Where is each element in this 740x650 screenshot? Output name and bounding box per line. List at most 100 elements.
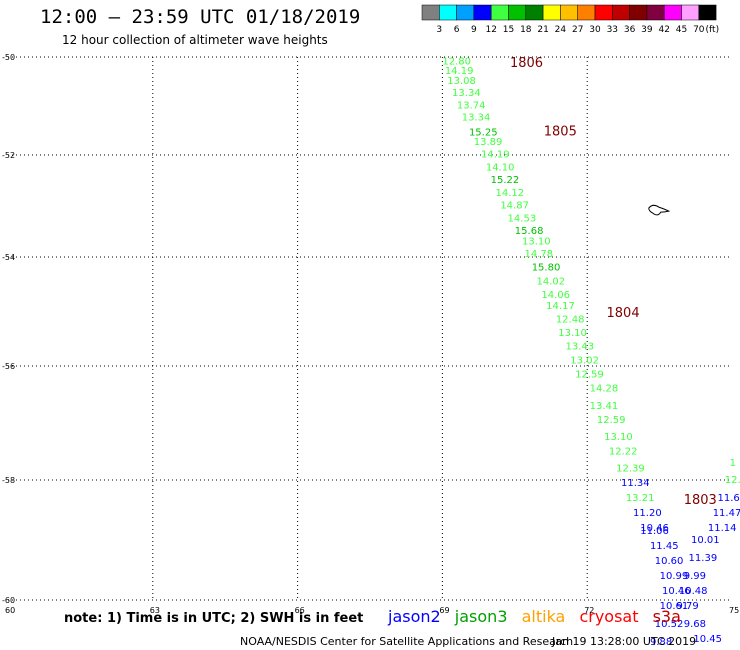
wave-height-value: 14.28 xyxy=(590,384,619,395)
lon-tick-label: 75 xyxy=(729,606,739,615)
wave-height-value: 12.80 xyxy=(442,56,471,67)
scale-label: 18 xyxy=(520,25,532,35)
wave-height-value: 14.10 xyxy=(486,162,515,173)
wave-height-value: 15.25 xyxy=(469,127,498,138)
scale-swatch xyxy=(698,4,717,21)
scale-label: 70 xyxy=(693,25,705,35)
footer-credit: NOAA/NESDIS Center for Satellite Applica… xyxy=(240,635,574,648)
wave-height-value: 14.19 xyxy=(445,66,474,77)
scale-swatch xyxy=(560,4,578,21)
legend-jason2: jason2 xyxy=(388,607,441,626)
wave-height-value: 14.12 xyxy=(495,188,524,199)
lon-tick-label: 63 xyxy=(150,606,160,615)
satellite-legend: jason2 jason3 altika cryosat s3a xyxy=(388,607,690,626)
observation-labels: 12.8014.1913.0813.3413.7413.3415.2513.89… xyxy=(442,56,740,648)
wave-height-value: 13.41 xyxy=(590,401,619,412)
lat-tick-label: -56 xyxy=(2,362,15,371)
scale-label: 45 xyxy=(676,25,687,35)
wave-height-value: 14.78 xyxy=(524,249,553,260)
scale-label: 15 xyxy=(503,25,514,35)
footer-note: note: 1) Time is in UTC; 2) SWH is in fe… xyxy=(64,611,364,626)
track-id-label: 1806 xyxy=(510,56,543,71)
wave-height-value: 9.79 xyxy=(676,601,698,612)
scale-label: 3 xyxy=(436,25,442,35)
wave-height-value: 10.99 xyxy=(660,571,689,582)
map-grid xyxy=(8,56,732,601)
legend-altika: altika xyxy=(521,607,566,626)
wave-height-value: 11.34 xyxy=(621,478,650,489)
lat-tick-label: -60 xyxy=(2,596,15,605)
scale-swatch xyxy=(594,4,613,21)
wave-height-value: 12.22 xyxy=(609,446,638,457)
lat-tick-label: -58 xyxy=(2,476,15,485)
wave-height-value: 12.48 xyxy=(556,314,585,325)
island-outline xyxy=(648,204,671,216)
wave-height-value: 10.52 xyxy=(655,619,684,630)
scale-label: 33 xyxy=(607,25,618,35)
lat-tick-label: -50 xyxy=(2,53,15,62)
wave-height-value: 13.74 xyxy=(457,100,486,111)
scale-label: 36 xyxy=(624,25,636,35)
wave-height-value: 12.39 xyxy=(616,463,645,474)
scale-swatch xyxy=(439,4,457,21)
wave-height-value: 15.22 xyxy=(491,175,520,186)
lon-tick-label: 72 xyxy=(584,606,594,615)
lon-tick-label: 66 xyxy=(295,606,305,615)
wave-height-value: 10.45 xyxy=(693,634,722,645)
scale-swatch xyxy=(629,4,648,21)
track-id-label: 1804 xyxy=(607,306,640,321)
wave-height-value: 9.88 xyxy=(650,637,672,648)
scale-swatch xyxy=(542,4,561,21)
track-id-label: 1805 xyxy=(544,124,577,139)
wave-height-value: 13.08 xyxy=(447,76,476,87)
scale-swatch xyxy=(681,4,700,21)
scale-swatch xyxy=(577,4,596,21)
color-scale: 3 6 9 12 15 18 21 24 27 30 33 36 39 42 45 70 (ft) xyxy=(421,4,720,35)
wave-height-value: 9.99 xyxy=(684,571,706,582)
wave-height-value: 1 xyxy=(730,458,736,469)
track-labels: 1806 1805 1804 1803 xyxy=(510,56,717,508)
wave-height-value: 12. xyxy=(725,475,740,486)
wave-height-value: 10.61 xyxy=(660,601,689,612)
scale-swatch xyxy=(663,4,682,21)
scale-swatch xyxy=(456,4,475,21)
wave-height-value: 14.02 xyxy=(537,276,566,287)
scale-label: 27 xyxy=(572,25,583,35)
lon-tick-label: 60 xyxy=(5,606,15,615)
page-subtitle: 12 hour collection of altimeter wave hei… xyxy=(62,33,328,47)
wave-height-value: 13.34 xyxy=(452,88,481,99)
scale-label: 9 xyxy=(471,25,477,35)
legend-jason3: jason3 xyxy=(454,607,508,626)
scale-label: 42 xyxy=(658,25,669,35)
wave-height-value: 14.19 xyxy=(481,150,510,161)
wave-height-value: 13.10 xyxy=(522,236,551,247)
wave-height-value: 10.01 xyxy=(691,535,720,546)
wave-height-value: 11.06 xyxy=(640,526,669,537)
wave-height-value: 14.53 xyxy=(508,213,537,224)
wave-height-value: 14.17 xyxy=(546,301,575,312)
track-id-label: 1803 xyxy=(684,493,717,508)
scale-swatch xyxy=(646,4,665,21)
scale-swatch xyxy=(421,4,440,21)
island-shape xyxy=(648,204,671,216)
wave-height-value: 13.10 xyxy=(558,328,587,339)
wave-height-value: 13.34 xyxy=(462,113,491,124)
wave-height-value: 13.10 xyxy=(604,432,633,443)
scale-label: 6 xyxy=(454,25,460,35)
scale-swatch xyxy=(490,4,509,21)
scale-unit: (ft) xyxy=(706,25,720,35)
wave-height-value: 10.60 xyxy=(655,556,684,567)
lat-tick-label: -52 xyxy=(2,151,15,160)
wave-height-value: 13.21 xyxy=(626,493,655,504)
legend-cryosat: cryosat xyxy=(579,607,639,626)
scale-swatch xyxy=(525,4,544,21)
wave-height-value: 9.68 xyxy=(684,619,706,630)
wave-height-value: 13.89 xyxy=(474,137,503,148)
wave-height-value: 13.43 xyxy=(565,342,594,353)
wave-height-value: 12.59 xyxy=(597,415,626,426)
scale-label: 21 xyxy=(537,25,548,35)
wave-height-value: 11.39 xyxy=(689,553,718,564)
wave-height-value: 14.06 xyxy=(541,290,570,301)
wave-height-value: 12.59 xyxy=(575,369,604,380)
